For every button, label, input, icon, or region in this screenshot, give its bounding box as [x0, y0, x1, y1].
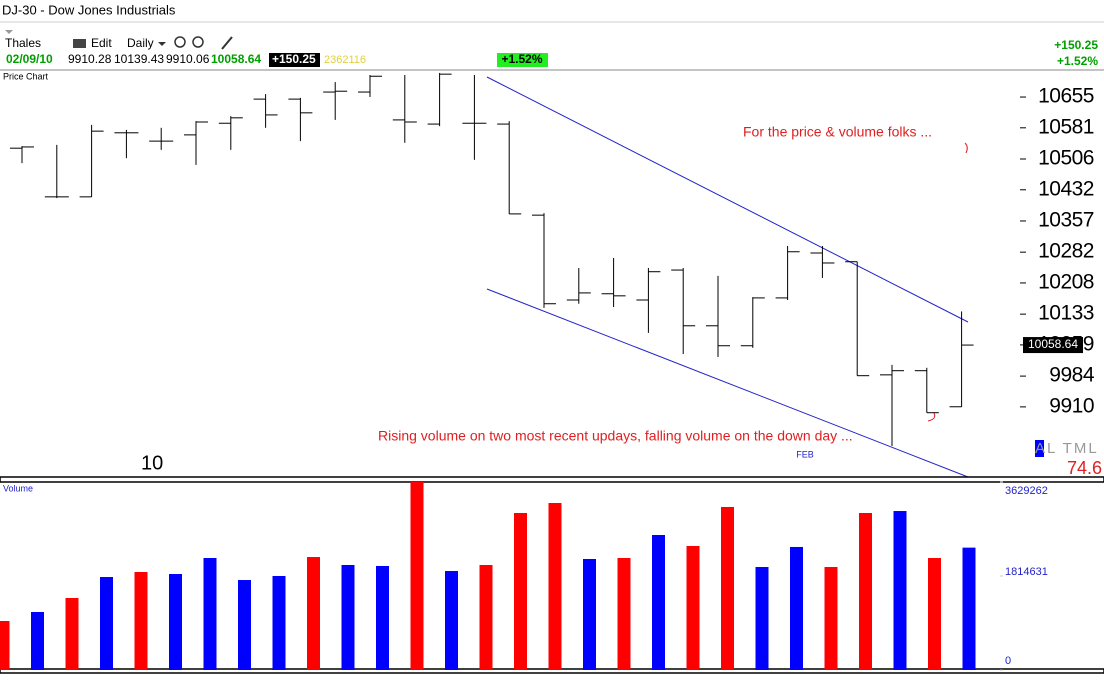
volume-bar: [583, 558, 596, 670]
dropdown-icon[interactable]: [158, 42, 166, 46]
side-value: 74.6: [1067, 458, 1102, 478]
volume-bar: [341, 564, 355, 670]
y-tick-label: 10506: [1038, 147, 1094, 170]
volume-bar: [100, 577, 113, 670]
volume-bar: [376, 565, 389, 670]
volume-bar: [31, 611, 44, 670]
y-tick-label: 9910: [1049, 394, 1094, 417]
volume-bar: [445, 571, 458, 670]
dropdown-icon: [5, 30, 13, 34]
toolbar-item[interactable]: Edit: [91, 36, 112, 50]
x-tick-label: FEB: [796, 449, 814, 459]
trendline: [486, 288, 969, 478]
volume-bar: [410, 482, 424, 670]
volume-bar: [479, 564, 493, 670]
y-tick-label: 10655: [1038, 85, 1094, 108]
side-label: AL TML: [1035, 440, 1099, 457]
volume-bar: [824, 567, 838, 670]
volume-bar: [65, 597, 79, 670]
y-tick-label: 10432: [1038, 177, 1094, 200]
last-price-label: 10058.64: [1028, 337, 1078, 351]
percent-box: [497, 53, 548, 67]
annotation: Rising volume on two most recent updays,…: [378, 428, 853, 444]
panel-title: Price Chart: [3, 71, 49, 81]
volume-bar: [859, 512, 872, 670]
volume-bar: [617, 558, 631, 670]
draw-icon[interactable]: [221, 36, 233, 50]
toolbar-item[interactable]: Thales: [5, 36, 41, 50]
volume-bar: [721, 506, 734, 670]
panel-title: Volume: [3, 483, 33, 493]
annotation-mark: [964, 142, 968, 154]
change-box: [269, 53, 320, 67]
volume-bar: [0, 620, 10, 670]
volume-bar: [238, 580, 251, 670]
quote-open: 9910.28: [68, 52, 112, 66]
summary-change: +150.25: [1054, 38, 1098, 52]
panel-divider: [0, 476, 1104, 483]
y-tick-label: 1814631: [1005, 566, 1048, 578]
toolbar-item[interactable]: Daily: [127, 36, 154, 50]
quote-high: 10139.43: [114, 52, 164, 66]
annotation: For the price & volume folks ...: [743, 124, 932, 140]
quote-date: 02/09/10: [6, 52, 53, 66]
volume-bar: [928, 558, 941, 670]
volume-bar: [548, 502, 562, 670]
zoom-out-icon[interactable]: [192, 36, 204, 48]
y-tick-label: 0: [1005, 655, 1011, 667]
zoom-in-icon[interactable]: [174, 36, 186, 48]
quote-low: 9910.06: [166, 52, 210, 66]
volume-bar: [755, 567, 769, 670]
volume-bar: [790, 546, 803, 670]
volume-bar: [893, 511, 907, 670]
chart-icon[interactable]: [73, 39, 86, 48]
summary-percent: +1.52%: [1057, 54, 1098, 68]
quote-volume: 2362116: [324, 54, 366, 66]
volume-bar: [962, 547, 976, 670]
quote-percent: +1.52%: [501, 52, 542, 66]
y-tick-label: 10581: [1038, 115, 1094, 138]
volume-bar: [203, 558, 217, 670]
x-tick-label: 10: [141, 452, 163, 474]
volume-bar: [514, 512, 527, 670]
quote-last: 10058.64: [211, 52, 261, 66]
trendline: [486, 76, 969, 323]
y-tick-label: 9984: [1049, 364, 1095, 387]
volume-bar: [307, 557, 320, 670]
window-title: DJ-30 - Dow Jones Industrials: [2, 2, 176, 17]
y-tick-label: 3629262: [1005, 485, 1048, 497]
last-price-box: [1023, 337, 1083, 354]
y-tick-label: 10282: [1038, 240, 1094, 263]
y-tick-label: 10133: [1038, 302, 1094, 325]
volume-bar: [272, 575, 286, 670]
y-tick-label: 10357: [1038, 209, 1094, 232]
volume-bar: [686, 545, 700, 670]
annotation-mark: [927, 412, 936, 422]
y-tick-label: 10208: [1038, 270, 1094, 293]
title-bar: [0, 0, 1104, 22]
volume-bar: [169, 574, 182, 670]
volume-bar: [652, 535, 665, 670]
volume-bar: [134, 571, 148, 670]
side-marker: [1035, 440, 1044, 457]
quote-change: +150.25: [272, 52, 316, 66]
